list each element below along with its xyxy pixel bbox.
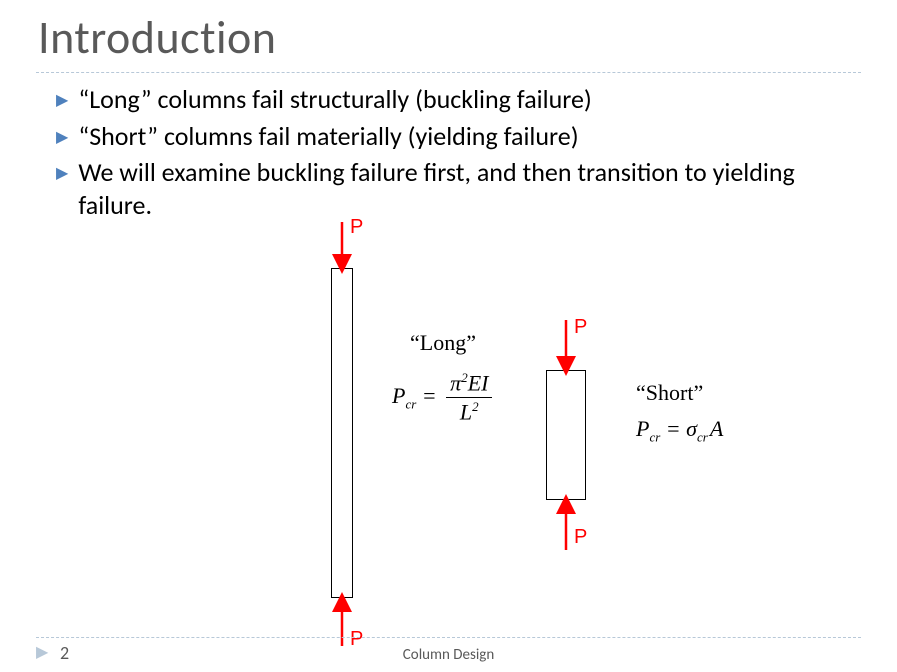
footer-marker-icon: ▶ [36, 642, 48, 662]
page-number: 2 [60, 642, 69, 664]
force-label-long-top: P [350, 216, 363, 239]
formula-lhs-sym: P [392, 383, 405, 408]
formula-num-pi: π [450, 370, 461, 395]
formula-fraction: π2EIL2 [446, 370, 492, 426]
formula-sigma: σ [686, 416, 697, 441]
formula-den-sup: 2 [472, 399, 479, 414]
force-label-short-top: P [574, 316, 587, 339]
diagram: P P P P “Long” Pcr = π2EIL2 “Short” Pcr … [0, 220, 897, 640]
long-column-formula: Pcr = π2EIL2 [392, 370, 492, 426]
formula-num-rest: EI [468, 370, 489, 395]
formula-den-sym: L [460, 400, 472, 425]
force-label-long-bottom: P [350, 628, 363, 651]
bullet-item: ▶ We will examine buckling failure first… [56, 156, 861, 221]
force-arrows [0, 220, 897, 650]
bullet-list: ▶ “Long” columns fail structurally (buck… [0, 83, 897, 221]
bullet-marker-icon: ▶ [56, 127, 68, 147]
footer-title: Column Design [403, 646, 494, 664]
formula-sigma-sub: cr [697, 429, 708, 444]
formula-lhs-sub: cr [649, 429, 660, 444]
bullet-item: ▶ “Long” columns fail structurally (buck… [56, 83, 861, 116]
footer-divider [36, 637, 861, 638]
formula-eq: = [416, 383, 442, 408]
bullet-marker-icon: ▶ [56, 163, 68, 183]
bullet-text: We will examine buckling failure first, … [78, 156, 861, 221]
title-divider [36, 72, 861, 73]
long-label: “Long” [410, 330, 476, 356]
slide-title: Introduction [0, 0, 897, 72]
formula-lhs-sub: cr [405, 396, 416, 411]
bullet-text: “Short” columns fail materially (yieldin… [78, 120, 578, 153]
formula-eq: = [660, 416, 686, 441]
bullet-item: ▶ “Short” columns fail materially (yield… [56, 120, 861, 153]
short-column-formula: Pcr = σcrA [636, 416, 723, 445]
force-label-short-bottom: P [574, 526, 587, 549]
short-label: “Short” [636, 380, 703, 406]
formula-lhs-sym: P [636, 416, 649, 441]
bullet-text: “Long” columns fail structurally (buckli… [78, 83, 592, 116]
formula-area: A [710, 416, 723, 441]
bullet-marker-icon: ▶ [56, 90, 68, 110]
